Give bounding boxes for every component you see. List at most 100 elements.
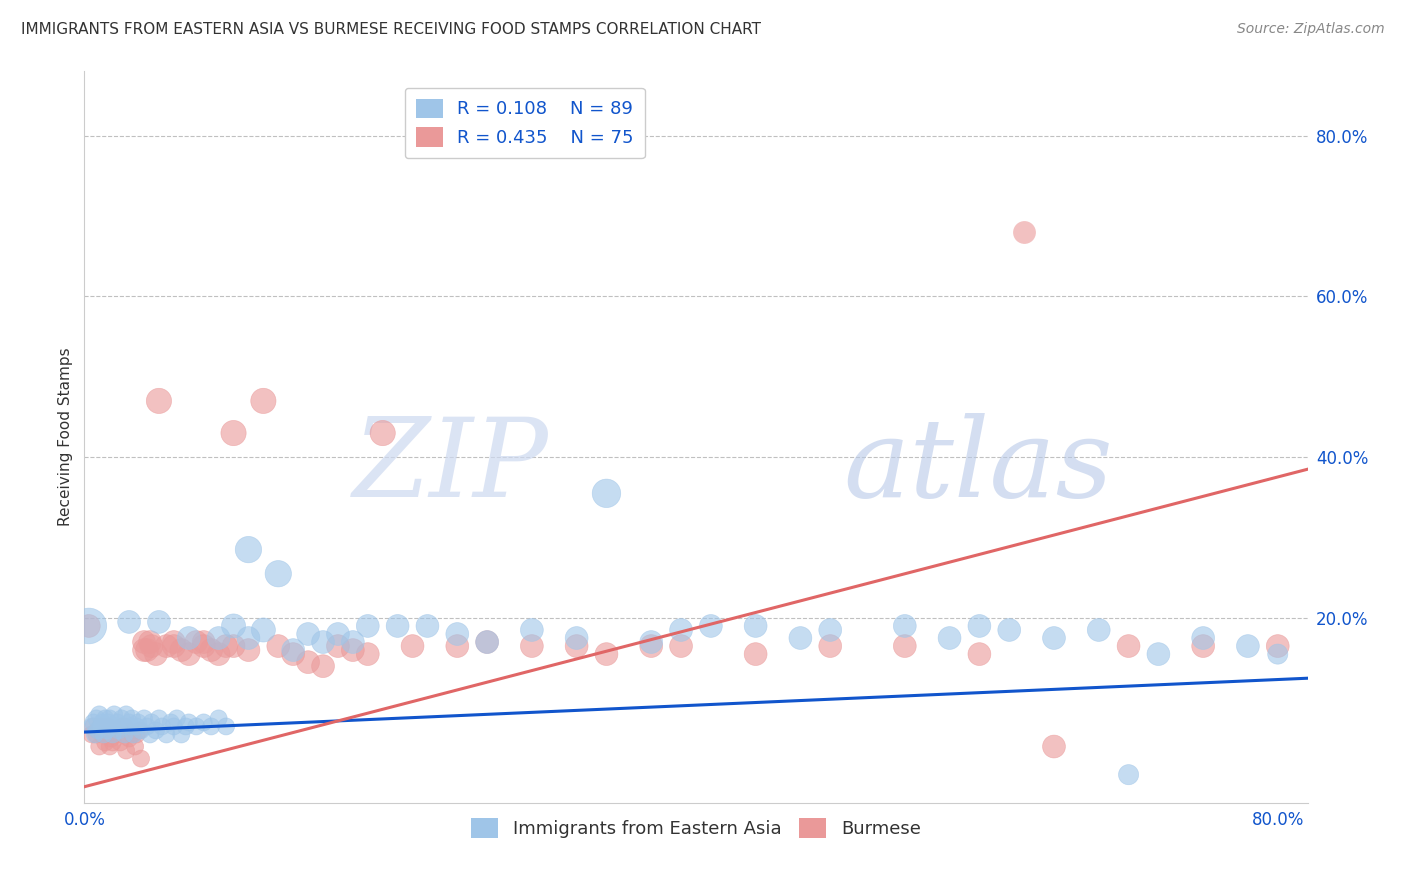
Point [700, 619, 723, 633]
Point [215, 719, 238, 733]
Point [96, 727, 118, 741]
Point [80, 719, 103, 733]
Point [145, 723, 167, 738]
Point [155, 639, 177, 653]
Point [87, 723, 110, 738]
Point [163, 719, 186, 733]
Point [297, 655, 319, 669]
Point [121, 727, 143, 741]
Point [90, 719, 112, 733]
Point [101, 727, 124, 741]
Point [108, 735, 131, 749]
Point [77, 619, 100, 633]
Point [120, 719, 142, 733]
Point [103, 707, 125, 722]
Point [105, 723, 128, 738]
Point [1087, 623, 1109, 637]
Point [114, 727, 136, 741]
Point [1043, 739, 1066, 754]
Point [94, 735, 117, 749]
Point [80, 727, 103, 741]
Point [104, 719, 127, 733]
Point [136, 719, 159, 733]
Point [238, 631, 260, 645]
Point [200, 643, 222, 657]
Point [283, 647, 305, 661]
Point [416, 619, 439, 633]
Point [177, 715, 200, 730]
Point [115, 707, 138, 722]
Point [91, 727, 114, 741]
Point [132, 711, 155, 725]
Point [150, 719, 173, 733]
Point [595, 647, 617, 661]
Point [1192, 639, 1215, 653]
Legend: Immigrants from Eastern Asia, Burmese: Immigrants from Eastern Asia, Burmese [464, 811, 928, 845]
Point [789, 631, 811, 645]
Point [94, 711, 117, 725]
Point [87, 723, 110, 738]
Point [238, 643, 260, 657]
Point [357, 619, 380, 633]
Point [148, 393, 170, 408]
Point [207, 711, 229, 725]
Point [252, 623, 274, 637]
Point [111, 719, 134, 733]
Point [1237, 639, 1260, 653]
Point [475, 635, 498, 649]
Point [100, 731, 122, 746]
Point [200, 719, 222, 733]
Point [342, 643, 364, 657]
Point [127, 715, 149, 730]
Point [100, 719, 122, 733]
Point [565, 639, 588, 653]
Point [125, 727, 148, 741]
Point [84, 711, 107, 725]
Point [1118, 639, 1140, 653]
Point [186, 635, 208, 649]
Point [326, 639, 349, 653]
Point [148, 615, 170, 629]
Point [114, 719, 136, 733]
Point [111, 711, 134, 725]
Point [155, 727, 177, 741]
Point [969, 619, 991, 633]
Point [1267, 647, 1289, 661]
Point [107, 723, 129, 738]
Point [160, 715, 183, 730]
Point [744, 619, 766, 633]
Point [283, 643, 305, 657]
Point [446, 627, 468, 641]
Point [640, 639, 662, 653]
Point [669, 623, 692, 637]
Point [1043, 631, 1066, 645]
Text: ZIP: ZIP [353, 413, 550, 520]
Point [1147, 647, 1170, 661]
Point [96, 723, 118, 738]
Point [371, 425, 394, 440]
Point [193, 635, 215, 649]
Point [89, 739, 111, 754]
Point [170, 727, 193, 741]
Point [297, 627, 319, 641]
Point [938, 631, 960, 645]
Point [89, 707, 111, 722]
Point [136, 643, 159, 657]
Point [267, 566, 290, 581]
Point [103, 727, 125, 741]
Point [998, 623, 1021, 637]
Point [118, 615, 141, 629]
Point [84, 727, 107, 741]
Point [77, 619, 100, 633]
Point [312, 635, 335, 649]
Point [640, 635, 662, 649]
Point [128, 723, 150, 738]
Point [894, 639, 917, 653]
Point [105, 715, 128, 730]
Point [267, 639, 290, 653]
Point [141, 639, 163, 653]
Point [101, 735, 124, 749]
Text: IMMIGRANTS FROM EASTERN ASIA VS BURMESE RECEIVING FOOD STAMPS CORRELATION CHART: IMMIGRANTS FROM EASTERN ASIA VS BURMESE … [21, 22, 761, 37]
Point [207, 631, 229, 645]
Point [139, 727, 162, 741]
